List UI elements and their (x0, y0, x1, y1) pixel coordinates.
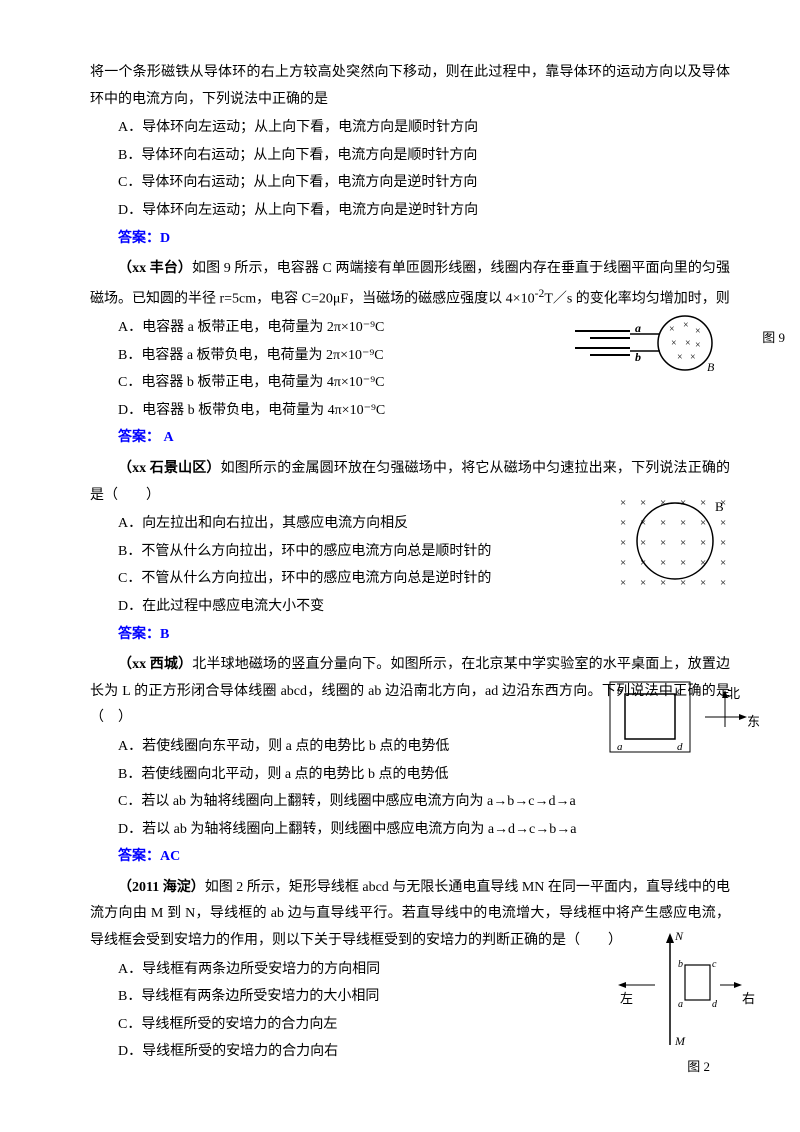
svg-text:c: c (712, 959, 717, 970)
figure-2: N M b c a d 左 右 图 2 (605, 925, 745, 1075)
svg-text:×: × (685, 338, 691, 349)
q1-answer: 答案：D (90, 226, 730, 253)
svg-text:×: × (671, 338, 677, 349)
svg-text:×: × (640, 577, 646, 589)
q2-intro-p2: T／s 的变化率均匀增加时，则 (544, 291, 730, 306)
figure-9: × × × × × × × × a b B 图 9 (575, 306, 775, 386)
svg-text:N: N (674, 929, 684, 943)
q4-opt-c: C．若以 ab 为轴将线圈向上翻转，则线圈中感应电流方向为 a→b→c→d→a (90, 789, 730, 816)
svg-text:×: × (700, 557, 706, 569)
svg-text:×: × (700, 537, 706, 549)
svg-text:b: b (678, 959, 683, 970)
svg-text:×: × (700, 577, 706, 589)
svg-text:×: × (690, 352, 696, 363)
question-3: B ×××××× ×××××× ×××××× ×××××× ×××××× （xx… (90, 456, 730, 648)
svg-text:b: b (617, 685, 623, 697)
svg-text:×: × (720, 497, 726, 509)
svg-text:×: × (680, 537, 686, 549)
q5-source: （2011 海淀） (118, 880, 205, 895)
svg-text:a: a (678, 999, 683, 1010)
svg-text:×: × (640, 517, 646, 529)
question-4: b c a d 北 东 （xx 西城）北半球地磁场的竖直分量向下。如图所示，在北… (90, 652, 730, 871)
question-5: N M b c a d 左 右 图 2 （2011 海淀）如图 2 所示，矩形导… (90, 875, 730, 1066)
svg-text:×: × (660, 517, 666, 529)
right-label: 右 (742, 987, 755, 1012)
svg-text:d: d (712, 999, 718, 1010)
svg-text:×: × (640, 557, 646, 569)
svg-text:×: × (680, 557, 686, 569)
q2-source: （xx 丰台） (118, 261, 192, 276)
svg-text:×: × (680, 497, 686, 509)
svg-text:×: × (677, 352, 683, 363)
compass-n: 北 (727, 682, 740, 707)
figure-square: b c a d 北 东 (605, 672, 755, 772)
svg-text:×: × (620, 577, 626, 589)
q1-opt-a: A．导体环向左运动；从上向下看，电流方向是顺时针方向 (90, 115, 730, 142)
svg-text:b: b (635, 350, 641, 364)
q4-answer: 答案：AC (90, 844, 730, 871)
svg-text:×: × (620, 497, 626, 509)
svg-text:×: × (720, 537, 726, 549)
q4-opt-d: D．若以 ab 为轴将线圈向上翻转，则线圈中感应电流方向为 a→d→c→b→a (90, 817, 730, 844)
svg-text:×: × (695, 340, 701, 351)
svg-text:×: × (669, 324, 675, 335)
q3-source: （xx 石景山区） (118, 461, 221, 476)
question-2: × × × × × × × × a b B 图 9 （xx 丰台）如图 9 所示… (90, 256, 730, 452)
q1-opt-c: C．导体环向右运动；从上向下看，电流方向是逆时针方向 (90, 170, 730, 197)
q2-sup: -2 (535, 287, 545, 300)
svg-text:B: B (707, 360, 715, 374)
svg-text:×: × (695, 326, 701, 337)
svg-text:×: × (720, 517, 726, 529)
svg-text:c: c (677, 685, 682, 697)
q4-source: （xx 西城） (118, 657, 192, 672)
svg-text:×: × (640, 497, 646, 509)
svg-text:a: a (617, 741, 623, 753)
svg-text:×: × (700, 497, 706, 509)
svg-text:×: × (660, 557, 666, 569)
svg-text:×: × (700, 517, 706, 529)
q3-answer: 答案：B (90, 622, 730, 649)
svg-text:×: × (620, 517, 626, 529)
q2-intro: （xx 丰台）如图 9 所示，电容器 C 两端接有单匝圆形线圈，线圈内存在垂直于… (90, 256, 730, 313)
svg-text:×: × (720, 577, 726, 589)
svg-text:×: × (680, 577, 686, 589)
svg-text:×: × (640, 537, 646, 549)
svg-text:d: d (677, 741, 683, 753)
fig2-label: 图 2 (687, 1055, 710, 1080)
svg-text:a: a (635, 321, 641, 335)
fig9-label: 图 9 (762, 326, 785, 351)
svg-text:×: × (660, 497, 666, 509)
svg-text:×: × (720, 557, 726, 569)
q1-opt-d: D．导体环向左运动；从上向下看，电流方向是逆时针方向 (90, 198, 730, 225)
q1-opt-b: B．导体环向右运动；从上向下看，电流方向是顺时针方向 (90, 143, 730, 170)
svg-text:×: × (683, 320, 689, 331)
svg-text:×: × (680, 517, 686, 529)
svg-text:M: M (674, 1034, 686, 1048)
question-1: 将一个条形磁铁从导体环的右上方较高处突然向下移动，则在此过程中，靠导体环的运动方… (90, 60, 730, 252)
q1-intro: 将一个条形磁铁从导体环的右上方较高处突然向下移动，则在此过程中，靠导体环的运动方… (90, 60, 730, 113)
svg-text:×: × (660, 577, 666, 589)
svg-text:×: × (620, 537, 626, 549)
left-label: 左 (620, 987, 633, 1012)
q2-answer: 答案： A (90, 425, 730, 452)
svg-text:×: × (620, 557, 626, 569)
q3-opt-d: D．在此过程中感应电流大小不变 (90, 594, 730, 621)
figure-ring: B ×××××× ×××××× ×××××× ×××××× ×××××× (610, 486, 740, 596)
svg-text:×: × (660, 537, 666, 549)
compass-e: 东 (747, 710, 760, 735)
q2-opt-d: D．电容器 b 板带负电，电荷量为 4π×10⁻⁹C (90, 398, 730, 425)
